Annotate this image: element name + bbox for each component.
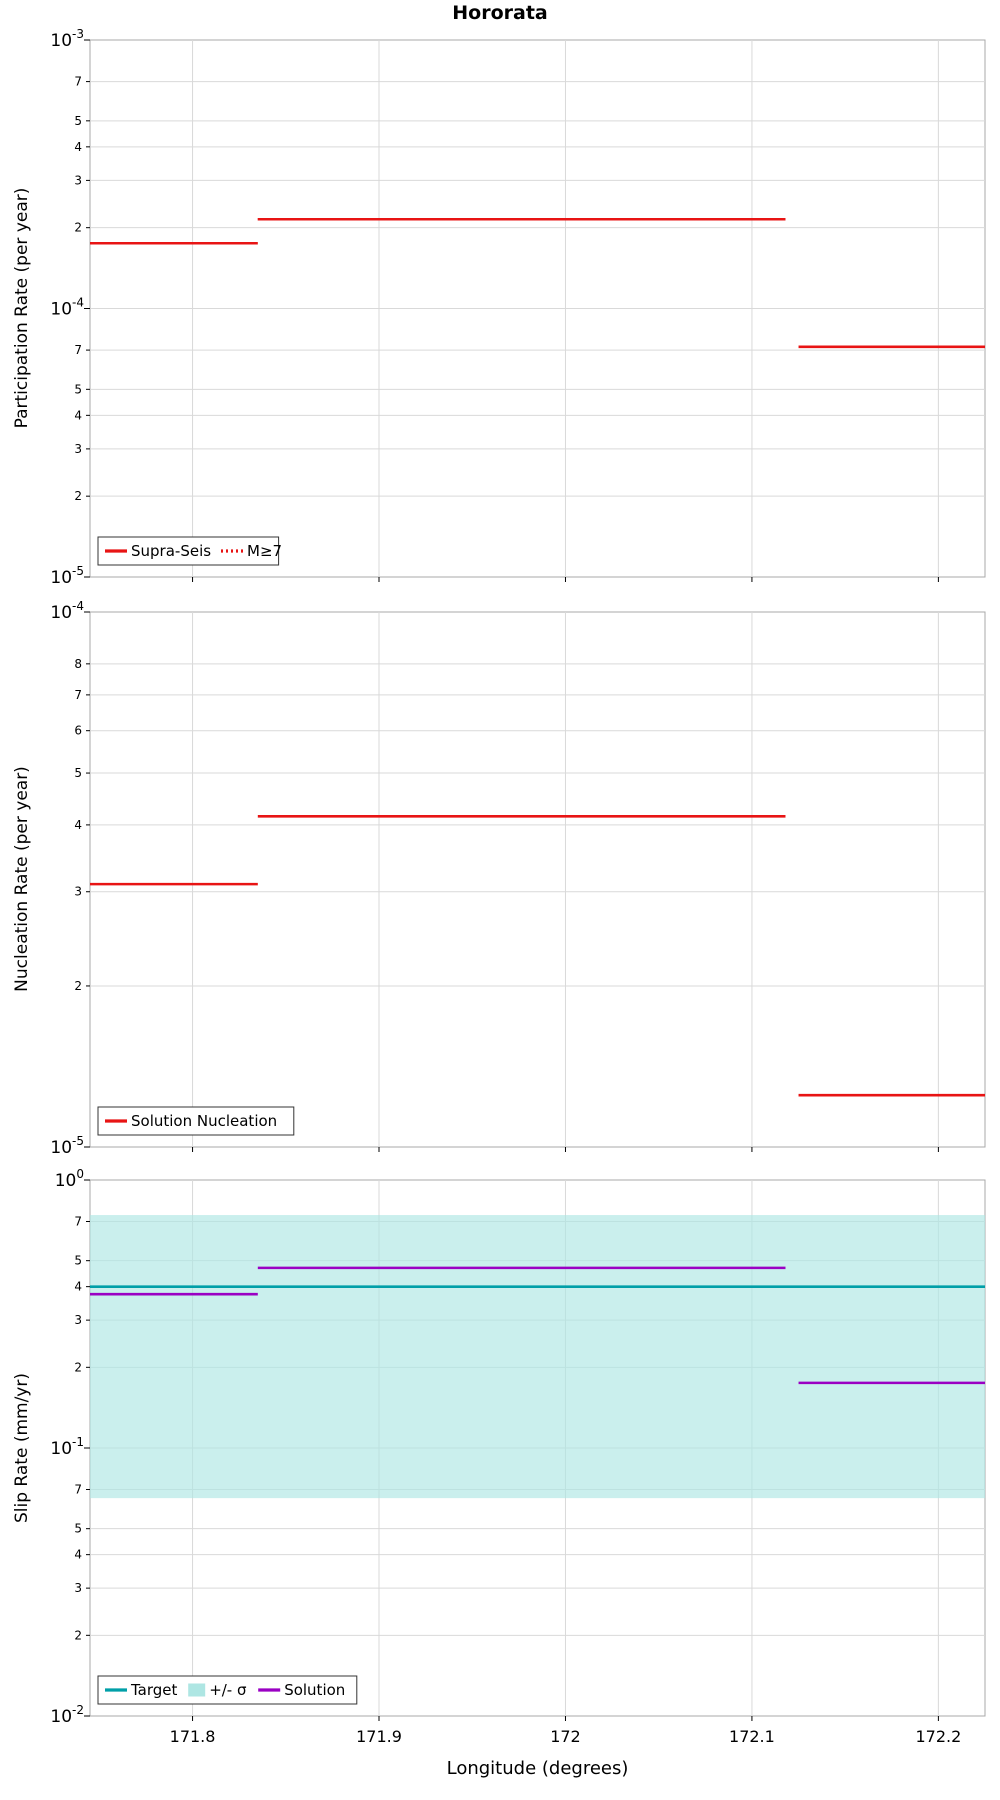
y-tick-label: 2: [74, 979, 82, 993]
legend-swatch-patch: [188, 1683, 206, 1697]
legend-box: [97, 1106, 295, 1136]
y-tick-label: 5: [74, 114, 82, 128]
legend-label: Target: [130, 1681, 178, 1699]
y-decade-label: 10-4: [50, 296, 84, 320]
y-tick-label: 5: [74, 382, 82, 396]
y-tick-label: 8: [74, 657, 82, 671]
y-tick-label: 4: [74, 408, 82, 422]
y-tick-label: 4: [74, 1548, 82, 1562]
legend-label: Supra-Seis: [131, 542, 211, 560]
y-tick-label: 5: [74, 1522, 82, 1536]
y-tick-label: 2: [74, 221, 82, 235]
y-tick-label: 3: [74, 442, 82, 456]
legend-label: +/- σ: [209, 1681, 247, 1699]
y-tick-label: 7: [74, 1483, 82, 1497]
legend-box: [97, 536, 280, 566]
y-tick-label: 4: [74, 1280, 82, 1294]
panel-participation-rate: 7 5 4 3 2 7 5 4 3 2 10-3 10-4 10-5 Supra-Seis M≥7: [50, 27, 986, 588]
y-tick-label: 4: [74, 818, 82, 832]
y-tick-label: 7: [74, 688, 82, 702]
x-tick-label: 172.2: [915, 1727, 961, 1746]
sigma-band: [90, 1215, 985, 1499]
y-decade-label: 10-3: [50, 27, 84, 51]
y-tick-label: 5: [74, 766, 82, 780]
legend-label: Solution: [284, 1681, 345, 1699]
y-decade-label: 10-4: [50, 599, 84, 623]
panel-nucleation-rate: 8 7 6 5 4 3 2 10-4 10-5 Solution Nucleation: [50, 599, 986, 1158]
y-decade-label: 10-1: [50, 1435, 84, 1459]
x-tick-label: 171.9: [356, 1727, 402, 1746]
y-tick-label: 2: [74, 1628, 82, 1642]
plot-frame: [89, 611, 986, 1148]
y-tick-label: 3: [74, 173, 82, 187]
y-tick-label: 3: [74, 1581, 82, 1595]
y-decade-label: 10-5: [50, 564, 84, 588]
y-tick-label: 3: [74, 1313, 82, 1327]
y-tick-label: 7: [74, 343, 82, 357]
y-tick-label: 3: [74, 885, 82, 899]
y-decade-label: 100: [55, 1167, 84, 1191]
chart-title: Hororata: [452, 2, 548, 24]
legend-label: Solution Nucleation: [131, 1112, 277, 1130]
y-tick-label: 7: [74, 1215, 82, 1229]
y-tick-label: 4: [74, 140, 82, 154]
x-tick-label: 172: [550, 1727, 581, 1746]
y-tick-label: 2: [74, 1360, 82, 1374]
legend-label: M≥7: [247, 542, 282, 560]
y-axis-label-slip-rate: Slip Rate (mm/yr): [12, 1373, 32, 1523]
y-axis-label-participation-rate: Participation Rate (per year): [12, 187, 32, 429]
y-decade-label: 10-2: [50, 1703, 84, 1727]
x-tick-label: 172.1: [729, 1727, 775, 1746]
y-tick-label: 7: [74, 75, 82, 89]
y-tick-label: 2: [74, 489, 82, 503]
y-tick-label: 6: [74, 724, 82, 738]
legend-box: [97, 1675, 358, 1705]
y-tick-label: 5: [74, 1254, 82, 1268]
x-axis-label: Longitude (degrees): [446, 1758, 629, 1779]
panel-slip-rate: 7 5 4 3 2 7 5 4 3 2 100 10-1 10-2 171.8 171.9 172 172.1 1…: [50, 1167, 986, 1746]
x-tick-label: 171.8: [170, 1727, 216, 1746]
y-axis-label-nucleation-rate: Nucleation Rate (per year): [12, 766, 32, 992]
y-decade-label: 10-5: [50, 1134, 84, 1158]
